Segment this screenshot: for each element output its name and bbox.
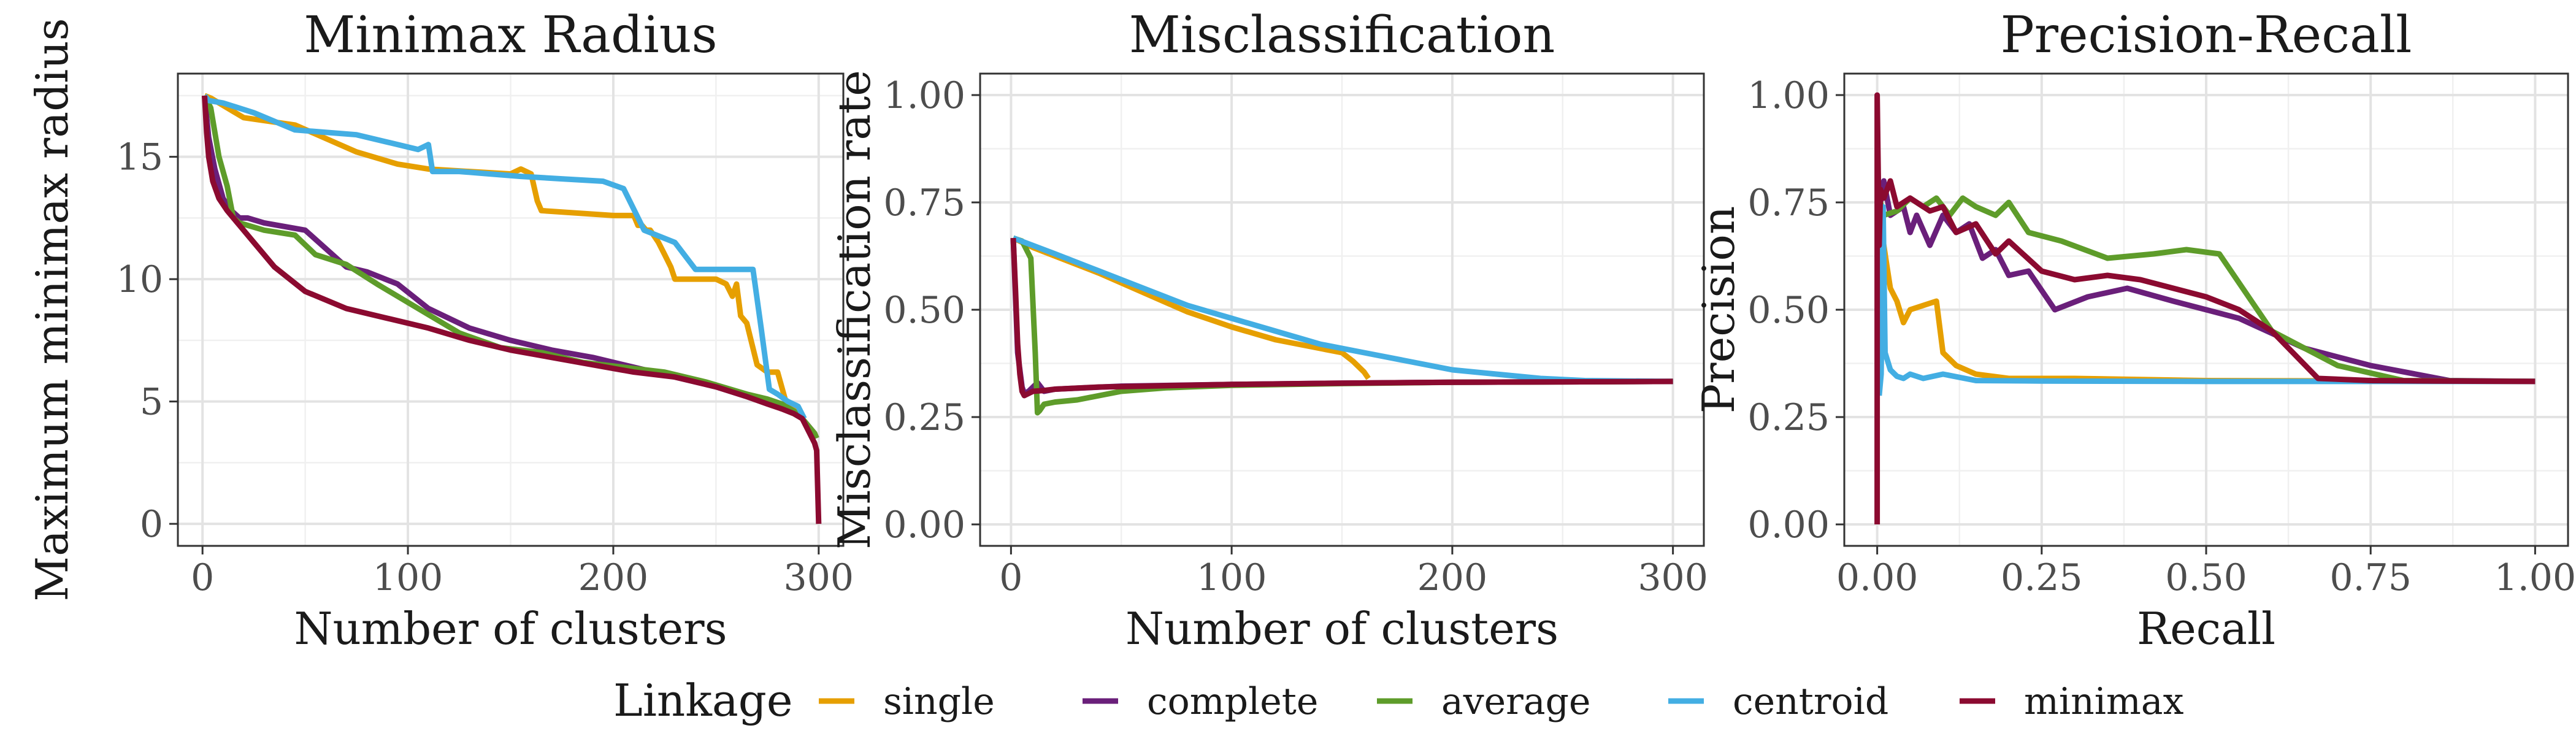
legend-item-average: average [1377,680,1591,723]
plot-frame [177,72,845,547]
y-tick-label: 0.75 [1747,182,1830,224]
y-tick-label: 1.00 [1747,74,1830,117]
x-tick-label: 100 [1197,556,1267,599]
x-axis-label: Number of clusters [294,603,727,654]
legend-label: average [1441,680,1591,723]
y-tick-label: 5 [140,381,163,424]
y-tick-label: 0.00 [1747,504,1830,546]
x-tick-label: 0 [999,556,1022,599]
x-tick-label: 1.00 [2494,556,2576,599]
series-line-minimax [1010,237,1673,399]
series-line-minimax [1874,92,2536,524]
chart-title: Precision-Recall [2001,6,2412,64]
legend-label: single [883,680,995,723]
y-tick-label: 10 [117,258,163,301]
y-axis: 0.00 0.25 0.50 0.75 1.00 [1747,74,1844,546]
y-tick-label: 0.25 [883,396,965,439]
legend-label: minimax [2024,680,2184,723]
y-axis: 0 5 10 15 [117,136,178,546]
x-tick-label: 200 [1417,556,1488,599]
x-axis: 0 100 200 300 [191,546,854,599]
y-tick-label: 15 [117,136,163,179]
chart-panels: 0 100 200 300 0 5 10 15 Minimax Radius Number of … [26,6,2576,654]
chart-title: Minimax Radius [304,6,717,64]
legend-label: centroid [1733,680,1888,723]
x-tick-label: 300 [784,556,854,599]
y-tick-label: 1.00 [883,74,965,117]
y-tick-label: 0.75 [883,182,965,224]
x-tick-label: 0.00 [1836,556,1919,599]
x-tick-label: 100 [373,556,443,599]
legend-item-centroid: centroid [1668,680,1888,723]
x-tick-label: 200 [578,556,649,599]
x-tick-label: 0.50 [2165,556,2247,599]
y-axis: 0.00 0.25 0.50 0.75 1.00 [883,74,980,546]
legend-item-minimax: minimax [1960,680,2184,723]
x-tick-label: 0.75 [2329,556,2412,599]
y-tick-label: 0 [140,503,163,546]
series-line-minimax [202,95,822,524]
y-axis-label: Maximum minimax radius [26,18,78,601]
x-axis-label: Recall [2137,603,2275,654]
x-axis: 0 100 200 300 [999,546,1708,599]
series-line-centroid [1876,204,2536,396]
chart-title: Misclassification [1129,6,1555,64]
grid [980,74,1704,546]
chart-panel-3: 0.00 0.25 0.50 0.75 1.00 0.00 0.25 0.50 0.75 1.00… [1693,6,2576,654]
y-tick-label: 0.25 [1747,396,1830,439]
series-line-centroid [202,94,807,420]
series-group [1874,92,2536,524]
x-axis-label: Number of clusters [1125,603,1558,654]
series-group [202,93,822,524]
legend: Linkage single complete average centroid mini… [613,675,2184,726]
series-group [1010,235,1673,416]
y-tick-label: 0.50 [1747,289,1830,332]
chart-panel-1: 0 100 200 300 0 5 10 15 Minimax Radius Number of … [26,6,854,654]
x-tick-label: 0 [191,556,214,599]
y-tick-label: 0.50 [883,289,965,332]
x-tick-label: 300 [1638,556,1708,599]
legend-item-single: single [819,680,995,723]
x-tick-label: 0.25 [2001,556,2083,599]
chart-panel-2: 0 100 200 3000.000.250.500.751.00Misclassif… [829,6,1708,654]
x-axis: 0.00 0.25 0.50 0.75 1.00 [1836,546,2576,599]
legend-label: complete [1147,680,1318,723]
legend-item-complete: complete [1083,680,1318,723]
y-axis-label: Precision [1693,206,1744,414]
grid [1844,74,2568,546]
y-axis-label: Misclassification rate [829,70,880,550]
legend-title: Linkage [613,675,792,726]
y-tick-label: 0.00 [883,504,965,546]
